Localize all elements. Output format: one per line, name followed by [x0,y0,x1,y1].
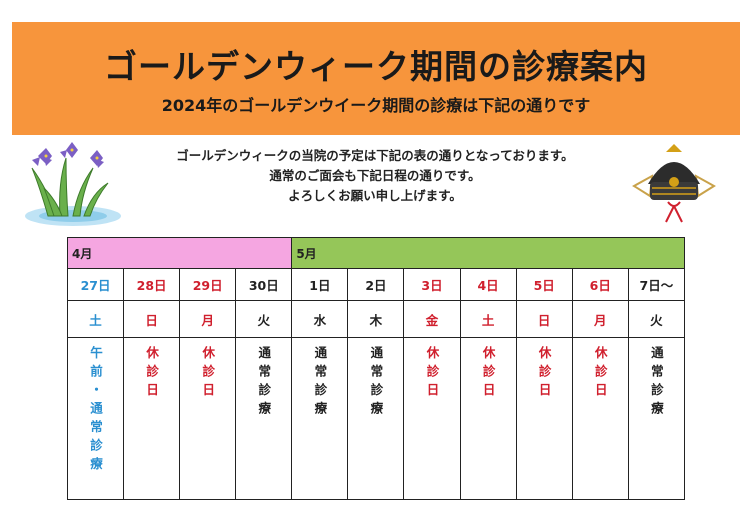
date-cell: 29日 [179,268,237,301]
date-cell: 27日 [66,268,125,301]
date-cell: 2日 [347,268,405,301]
status-cell: 休診日 [123,337,181,500]
intro: ゴールデンウィークの当院の予定は下記の表の通りとなっております。 通常のご面会も… [120,146,630,206]
status-cell: 休診日 [403,337,461,500]
title: ゴールデンウィーク期間の診療案内 [104,47,648,86]
status-cell: 通常診療 [291,337,349,500]
date-cell: 6日 [571,268,629,301]
day-cell: 木 [347,300,405,338]
status-text: 休診日 [480,346,496,402]
header-banner: ゴールデンウィーク期間の診療案内 2024年のゴールデンウイーク期間の診療は下記… [12,22,740,135]
day-cell: 日 [123,300,181,338]
status-text: 通常診療 [368,346,384,420]
status-cell: 午前・通常診療 [66,337,125,500]
day-cell: 金 [403,300,461,338]
status-row: 午前・通常診療 休診日 休診日 通常診療 通常診療 通常診療 休診日 休診日 休診日 休診日 通常診… [66,337,686,500]
day-cell: 月 [571,300,629,338]
day-cell: 火 [627,300,686,338]
day-row: 土日月火水木金土日月火 [66,300,686,338]
day-cell: 日 [515,300,573,338]
kabuto-illustration [632,144,716,223]
status-text: 午前・通常診療 [88,346,104,476]
subtitle: 2024年のゴールデンウイーク期間の診療は下記の通りです [161,96,591,115]
date-cell: 5日 [515,268,573,301]
status-text: 通常診療 [256,346,272,420]
status-text: 休診日 [536,346,552,402]
status-text: 休診日 [144,346,160,402]
schedule-table: 4月 5月 27日 28日 29日 30日 1日 2日 3日 4日 5日 6日 7日～ 土日月火水木… [66,237,686,500]
month-cell: 4月 [66,237,293,269]
day-cell: 土 [459,300,517,338]
day-cell: 水 [291,300,349,338]
date-cell: 4日 [459,268,517,301]
date-row: 27日 28日 29日 30日 1日 2日 3日 4日 5日 6日 7日～ [66,268,686,301]
status-cell: 通常診療 [235,337,293,500]
status-cell: 休診日 [459,337,517,500]
status-text: 休診日 [592,346,608,402]
status-text: 通常診療 [648,346,664,420]
status-cell: 休診日 [179,337,237,500]
iris-illustration [25,142,121,226]
month-row: 4月 5月 [66,237,685,269]
date-cell: 28日 [123,268,181,301]
status-text: 休診日 [200,346,216,402]
status-cell: 休診日 [571,337,629,500]
day-cell: 月 [179,300,237,338]
day-cell: 土 [66,300,125,338]
date-cell: 30日 [235,268,293,301]
status-cell: 通常診療 [627,337,686,500]
date-cell: 7日～ [627,268,686,301]
status-text: 休診日 [424,346,440,402]
date-cell: 1日 [291,268,349,301]
intro-line: ゴールデンウィークの当院の予定は下記の表の通りとなっております。 [176,148,574,163]
day-cell: 火 [235,300,293,338]
status-cell: 通常診療 [347,337,405,500]
intro-line: よろしくお願い申し上げます。 [288,188,462,203]
intro-line: 通常のご面会も下記日程の通りです。 [269,168,481,183]
status-cell: 休診日 [515,337,573,500]
date-cell: 3日 [403,268,461,301]
month-cell: 5月 [291,237,685,269]
status-text: 通常診療 [312,346,328,420]
